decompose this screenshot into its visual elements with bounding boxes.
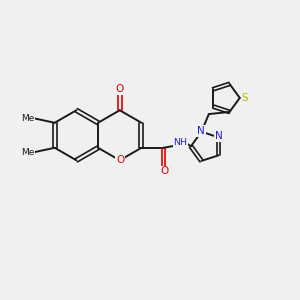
Text: Me: Me bbox=[21, 148, 34, 157]
Text: O: O bbox=[160, 166, 168, 176]
Text: O: O bbox=[116, 155, 124, 165]
Text: Me: Me bbox=[21, 114, 34, 123]
Text: N: N bbox=[197, 126, 205, 136]
Text: N: N bbox=[215, 131, 223, 141]
Text: NH: NH bbox=[173, 138, 187, 147]
Text: O: O bbox=[116, 84, 124, 94]
Text: S: S bbox=[242, 93, 248, 103]
